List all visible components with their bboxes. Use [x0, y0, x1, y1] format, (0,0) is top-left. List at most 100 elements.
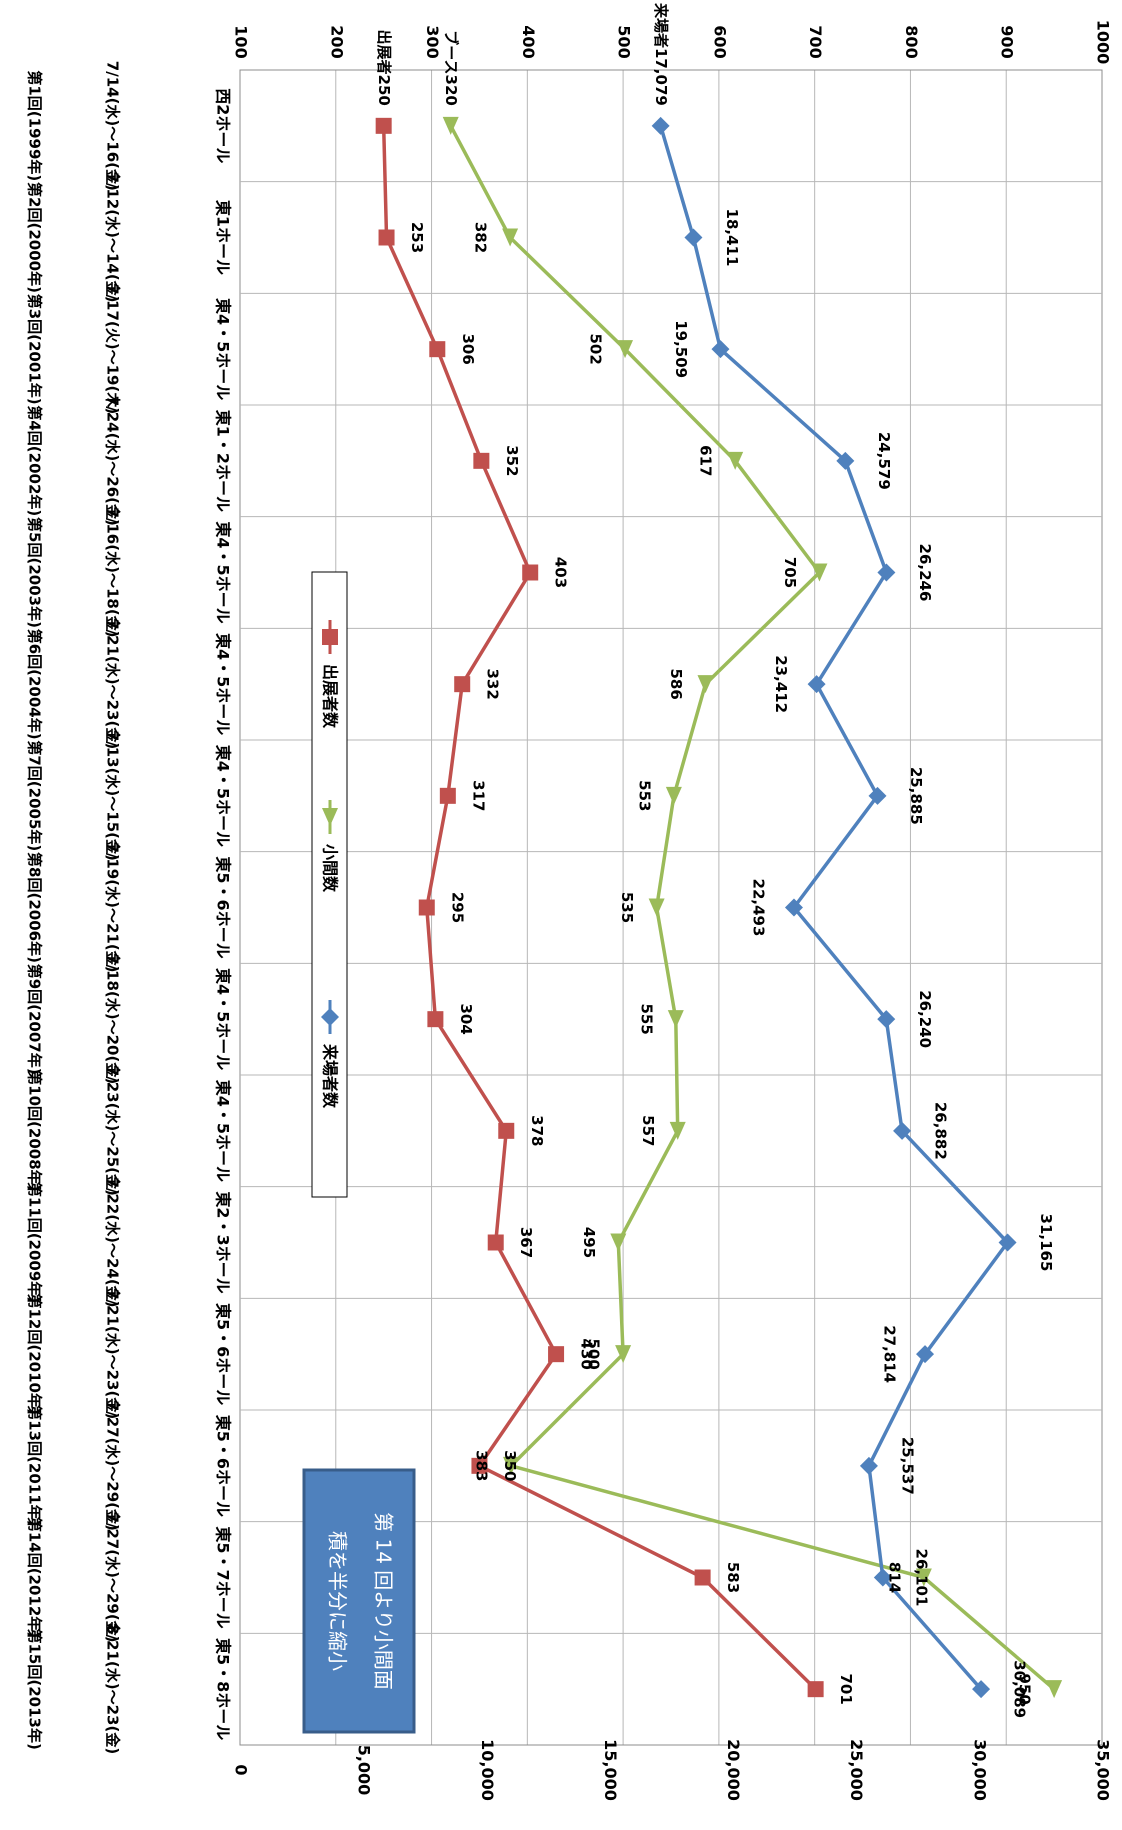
data-label: 705 [781, 557, 799, 588]
category-hall-label: 東4・5ホール [214, 1080, 233, 1182]
primary-tick-label: 20,000 [724, 1739, 743, 1801]
data-label: 555 [637, 1004, 655, 1035]
category-dates-label: 7/23(水)～25(金) [104, 1066, 122, 1196]
category-edition-label: 第15回(2013年) [26, 1628, 44, 1749]
series-2-point [615, 1345, 632, 1364]
category-edition-label: 第1回(1999年) [26, 70, 44, 181]
secondary-tick-label: 300 [423, 25, 442, 58]
data-label: 22,493 [749, 879, 767, 937]
series-1-point [471, 1457, 488, 1474]
category-hall-label: 東5・8ホール [214, 1638, 233, 1740]
series-2-point [503, 1456, 520, 1475]
category-hall-label: 西2ホール [214, 88, 233, 163]
data-label: 430 [578, 1339, 596, 1370]
series-3-point [859, 1456, 878, 1475]
series-1-point [427, 1011, 444, 1028]
category-dates-label: 7/13(水)～15(金) [104, 731, 122, 861]
data-labels: 出展者250 253 306 352 403 332 317 295 304 378 367 430 3… [375, 2, 1055, 1718]
series-1-point [548, 1346, 565, 1363]
category-hall-label: 東4・5ホール [214, 968, 233, 1070]
legend-marker [321, 1008, 339, 1026]
data-label: 617 [697, 445, 715, 476]
category-hall-label: 東2・3ホール [214, 1191, 233, 1293]
category-hall-label: 東1・2ホール [214, 410, 233, 512]
rotated-chart: 0 5,000 10,000 15,000 20,000 25,000 30,000 35,0… [26, 2, 1113, 1801]
category-dates-label: 7/19(水)～21(金) [104, 842, 122, 972]
series-3-point [807, 675, 826, 694]
category-hall-label: 東5・6ホール [214, 1415, 233, 1517]
category-labels: 西2ホール 7/14(水)～16(金) 第1回(1999年) 東1ホール 7/12(水)… [26, 61, 233, 1754]
data-label: 25,885 [907, 767, 925, 825]
gridlines [239, 69, 1103, 1746]
category-hall-label: 東4・5ホール [214, 633, 233, 735]
category-edition-label: 第7回(2005年) [26, 740, 44, 851]
annotation-line-2: 積を半分に縮小 [326, 1531, 350, 1671]
legend-marker [322, 629, 338, 645]
series-2-point [617, 340, 634, 359]
data-label: 378 [528, 1115, 546, 1146]
data-label: 367 [517, 1227, 535, 1258]
category-dates-label: 7/12(水)～14(金) [104, 172, 122, 302]
data-label: 306 [459, 334, 477, 365]
series-2-point [502, 228, 519, 247]
primary-tick-label: 35,000 [1094, 1739, 1113, 1801]
data-label: 557 [639, 1115, 657, 1146]
category-edition-label: 第11回(2009年) [26, 1182, 44, 1303]
legend-label: 来場者数 [321, 1043, 340, 1109]
category-edition-label: 第13回(2011年) [26, 1405, 44, 1526]
primary-tick-label: 10,000 [478, 1739, 497, 1801]
data-label: 701 [837, 1674, 855, 1705]
data-label: 352 [503, 445, 521, 476]
category-edition-label: 第4回(2002年) [26, 405, 44, 516]
data-label: 出展者250 [375, 30, 393, 106]
category-dates-label: 7/18(水)～20(金) [104, 954, 122, 1084]
series-2-point [915, 1568, 932, 1587]
secondary-tick-label: 700 [806, 25, 825, 58]
series-1-point [429, 341, 446, 358]
primary-tick-label: 30,000 [970, 1739, 989, 1801]
secondary-axis-ticks: 100 200 300 400 500 600 700 800 900 1000 [232, 20, 1113, 65]
series-1-point [498, 1122, 515, 1139]
data-label: 26,101 [912, 1549, 930, 1607]
secondary-tick-label: 500 [615, 25, 634, 58]
series-1-point [375, 117, 392, 134]
series-2-point [727, 451, 744, 470]
data-label: 383 [473, 1450, 491, 1481]
data-label: 495 [580, 1227, 598, 1258]
category-dates-label: 7/24(水)～26(金) [104, 396, 122, 526]
data-label: 31,165 [1037, 1214, 1055, 1272]
category-hall-label: 東5・6ホール [214, 1303, 233, 1405]
series-2-point [811, 563, 828, 582]
series-2-point [610, 1233, 627, 1252]
data-label: 317 [469, 780, 487, 811]
series-1-point [487, 1234, 504, 1251]
data-label: 535 [618, 892, 636, 923]
series-3-point [836, 451, 855, 470]
category-edition-label: 第3回(2001年) [26, 294, 44, 405]
series-3-point [784, 898, 803, 917]
series-1-point [454, 676, 471, 693]
data-label: 586 [667, 669, 685, 700]
series-3-point [877, 563, 896, 582]
category-dates-label: 7/14(水)～16(金) [104, 61, 122, 191]
category-dates-label: 7/27(水)～29(金) [104, 1512, 122, 1642]
category-edition-label: 第10回(2008年) [26, 1070, 44, 1191]
series-2-point [648, 898, 665, 917]
data-label: 950 [1016, 1674, 1034, 1705]
secondary-tick-label: 900 [998, 25, 1017, 58]
data-label: 403 [552, 557, 570, 588]
category-edition-label: 第2回(2000年) [26, 182, 44, 293]
series-1-point [522, 564, 539, 581]
primary-tick-label: 5,000 [355, 1745, 374, 1796]
category-dates-label: 7/27(水)～29(金) [104, 1401, 122, 1531]
data-label: 26,246 [916, 544, 934, 602]
data-label: 19,509 [672, 320, 690, 378]
data-label: 502 [587, 334, 605, 365]
category-edition-label: 第12回(2010年) [26, 1293, 44, 1414]
legend-box [311, 571, 348, 1198]
category-edition-label: 第6回(2004年) [26, 629, 44, 740]
series-2-point [669, 1121, 686, 1140]
data-label: 382 [472, 222, 490, 253]
secondary-tick-label: 100 [232, 25, 251, 58]
